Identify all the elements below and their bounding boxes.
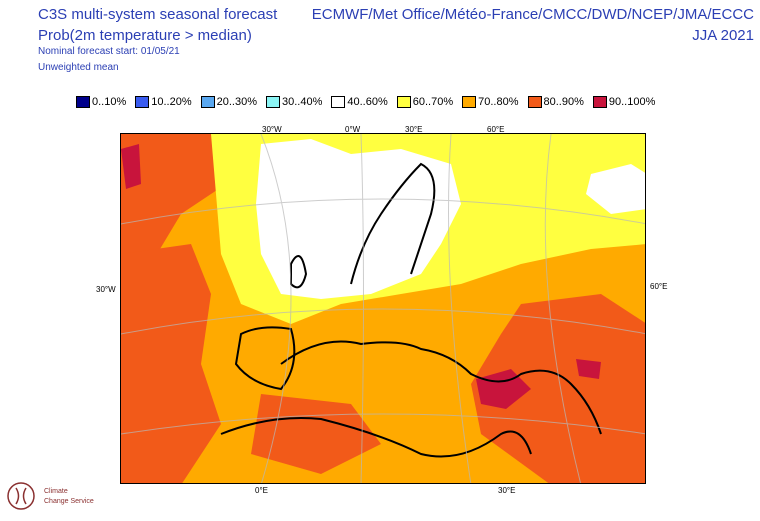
coast-africa xyxy=(220,417,532,458)
legend-label: 30..40% xyxy=(282,96,323,108)
field-red-mideast xyxy=(471,294,645,483)
field-white-russia xyxy=(586,164,645,214)
field-red-atlantic-2 xyxy=(121,244,221,483)
legend-item: 30..40% xyxy=(266,96,322,108)
tick-right-60e: 60°E xyxy=(650,282,668,291)
legend-item: 60..70% xyxy=(396,96,454,108)
legend: 0..10% 10..20% 20..30% 30..40% 40..60% 60..70… xyxy=(76,96,664,108)
legend-item: 40..60% xyxy=(331,96,388,108)
graticule xyxy=(121,134,645,483)
legend-item: 20..30% xyxy=(200,96,257,108)
legend-swatch xyxy=(592,96,607,108)
logo-line2: Change Service xyxy=(44,498,94,505)
legend-item: 90..100% xyxy=(592,96,656,108)
logo-line1: Climate xyxy=(44,488,68,495)
legend-item: 80..90% xyxy=(527,96,584,108)
legend-swatch xyxy=(200,96,215,108)
title-main: C3S multi-system seasonal forecast xyxy=(38,6,278,23)
legend-swatch xyxy=(76,96,90,108)
legend-item: 0..10% xyxy=(76,96,126,108)
field-red-atlantic xyxy=(121,134,271,364)
legend-label: 20..30% xyxy=(216,96,257,108)
tick-top-0w: 0°W xyxy=(345,125,361,134)
map xyxy=(120,133,646,484)
legend-label: 80..90% xyxy=(543,96,584,108)
field-dark-caucasus xyxy=(576,359,601,379)
coast-iberia xyxy=(234,326,296,391)
legend-item: 70..80% xyxy=(462,96,519,108)
legend-swatch xyxy=(462,96,477,108)
legend-swatch xyxy=(135,96,150,108)
tick-top-60e: 60°E xyxy=(487,125,505,134)
legend-swatch xyxy=(331,96,346,108)
title-subtitle: Prob(2m temperature > median) xyxy=(38,27,252,44)
legend-label: 70..80% xyxy=(478,96,519,108)
field-dark-turkey xyxy=(476,369,531,409)
tick-left-30w: 30°W xyxy=(96,285,116,294)
legend-item: 10..20% xyxy=(135,96,192,108)
legend-label: 10..20% xyxy=(151,96,192,108)
mean-type: Unweighted mean xyxy=(38,62,119,73)
forecast-start: Nominal forecast start: 01/05/21 xyxy=(38,46,180,57)
coast-scandinavia xyxy=(350,162,436,285)
field-dark-atlantic xyxy=(121,144,141,189)
logo-mark-icon xyxy=(7,482,35,510)
logo: Climate Change Service xyxy=(6,478,116,518)
tick-bottom-30e: 30°E xyxy=(498,486,516,495)
legend-label: 90..100% xyxy=(608,96,656,108)
season-label: JJA 2021 xyxy=(692,27,754,44)
coast-europe xyxy=(280,340,602,435)
field-white-scandinavia xyxy=(256,139,461,299)
legend-swatch xyxy=(396,96,411,108)
map-svg xyxy=(121,134,645,483)
agency-list: ECMWF/Met Office/Météo-France/CMCC/DWD/N… xyxy=(311,6,754,23)
tick-bottom-0e: 0°E xyxy=(255,486,268,495)
legend-label: 60..70% xyxy=(412,96,454,108)
tick-top-30e: 30°E xyxy=(405,125,423,134)
legend-label: 0..10% xyxy=(92,96,127,108)
coast-british-isles xyxy=(290,255,308,289)
legend-label: 40..60% xyxy=(347,96,388,108)
legend-swatch xyxy=(266,96,280,108)
tick-top-30w: 30°W xyxy=(262,125,282,134)
legend-swatch xyxy=(527,96,542,108)
